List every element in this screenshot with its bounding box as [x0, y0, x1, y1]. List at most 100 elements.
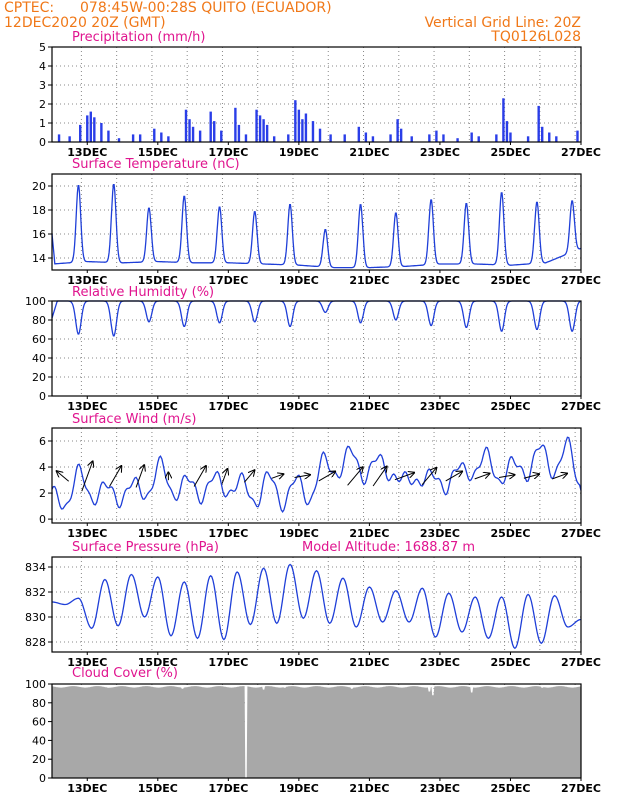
precipitation-bar: [318, 128, 322, 142]
precipitation-panel-date-label: 19DEC: [279, 146, 319, 159]
precipitation-bar: [79, 124, 82, 142]
wind-title: Surface Wind (m/s): [72, 412, 196, 427]
wind-vector-arrow: [347, 467, 363, 486]
pressure-panel-date-label: 21DEC: [349, 656, 389, 669]
precipitation-bar: [399, 128, 403, 142]
wind-panel-date-label: 17DEC: [208, 527, 248, 540]
precipitation-bar: [68, 136, 71, 142]
humidity-title: Relative Humidity (%): [72, 285, 214, 300]
pressure-panel-date-label: 27DEC: [561, 656, 601, 669]
precipitation-bar: [265, 124, 269, 142]
cloud-title: Cloud Cover (%): [72, 666, 178, 681]
precipitation-bar: [329, 134, 332, 142]
pressure-panel-date-label: 23DEC: [420, 656, 460, 669]
pressure-panel: 828 830 832 834 13DEC 15DEC 17DEC 19DEC 21DEC 23D…: [25, 556, 601, 669]
temperature-panel-ytick-label: 14: [32, 252, 46, 265]
wind-vector-arrow: [318, 471, 336, 482]
precipitation-bar: [364, 132, 368, 142]
precipitation-bar: [502, 98, 505, 142]
precipitation-panel-ytick-label: 3: [39, 79, 46, 92]
wind-panel-date-label: 23DEC: [420, 527, 460, 540]
precipitation-bar: [477, 136, 480, 142]
wind-panel-ytick-label: 6: [39, 435, 46, 448]
precipitation-panel-ytick-label: 1: [39, 117, 46, 130]
humidity-panel-date-label: 25DEC: [490, 400, 530, 413]
wind-panel-ytick-label: 2: [39, 487, 46, 500]
precipitation-bar: [89, 111, 92, 142]
precipitation-bar: [86, 115, 89, 142]
humidity-panel: 0 20 40 60 80 100 13DEC 15DEC 17DEC 19DEC 21DEC 23D…: [25, 295, 601, 413]
precipitation-bar: [191, 126, 195, 142]
temperature-panel-date-label: 21DEC: [349, 274, 389, 287]
humidity-panel-ytick-label: 100: [25, 295, 46, 308]
precipitation-bar: [234, 107, 237, 142]
wind-panel-date-label: 27DEC: [561, 527, 601, 540]
precipitation-bar: [357, 126, 361, 142]
humidity-panel-ytick-label: 40: [32, 352, 46, 365]
temperature-panel-date-label: 25DEC: [490, 274, 530, 287]
precipitation-bar: [311, 121, 315, 142]
header-source: CPTEC:: [4, 0, 54, 16]
precipitation-panel-frame: [51, 46, 582, 143]
precipitation-bar: [456, 138, 459, 142]
humidity-panel-date-label: 23DEC: [420, 400, 460, 413]
cloud-panel-date-label: 21DEC: [349, 782, 389, 795]
precipitation-panel-date-label: 17DEC: [208, 146, 248, 159]
humidity-panel-date-label: 27DEC: [561, 400, 601, 413]
temperature-panel-date-label: 27DEC: [561, 274, 601, 287]
temperature-panel-date-label: 15DEC: [138, 274, 178, 287]
precipitation-bar: [428, 134, 431, 142]
wind-panel-date-label: 13DEC: [67, 527, 107, 540]
cloud-area: [52, 686, 581, 778]
humidity-panel-date-label: 15DEC: [138, 400, 178, 413]
precipitation-bar: [389, 134, 392, 142]
header-code: TQ0126L028: [490, 29, 581, 45]
temperature-panel-date-label: 13DEC: [67, 274, 107, 287]
temperature-panel-date-label: 17DEC: [208, 274, 248, 287]
precipitation-panel-ytick-label: 2: [39, 98, 46, 111]
humidity-panel-ytick-label: 80: [32, 314, 46, 327]
cloud-panel-ytick-label: 40: [32, 734, 46, 747]
cloud-panel-date-label: 17DEC: [208, 782, 248, 795]
pressure-panel-ytick-label: 834: [25, 561, 46, 574]
wind-vector-arrow: [474, 473, 490, 480]
precipitation-bar: [509, 132, 512, 142]
precipitation-bar: [131, 134, 135, 142]
pressure-panel-date-label: 17DEC: [208, 656, 248, 669]
precipitation-panel-date-label: 25DEC: [490, 146, 530, 159]
pressure-panel-date-label: 25DEC: [490, 656, 530, 669]
precipitation-bar: [57, 134, 61, 142]
precipitation-bar: [237, 124, 241, 142]
temperature-panel-date-label: 23DEC: [420, 274, 460, 287]
wind-vector-arrow: [56, 471, 70, 482]
wind-speed-line: [51, 436, 582, 514]
wind-vector-arrow: [523, 474, 539, 478]
header-location: 078:45W-00:28S QUITO (ECUADOR): [80, 0, 332, 16]
temperature-panel-ytick-label: 16: [32, 228, 46, 241]
precipitation-bar: [396, 119, 399, 142]
cloud-panel-ytick-label: 80: [32, 697, 46, 710]
precipitation-bar: [304, 113, 308, 142]
precipitation-panel-date-label: 23DEC: [420, 146, 460, 159]
precipitation-panel-ytick-label: 0: [39, 136, 46, 149]
temperature-panel-ytick-label: 20: [32, 180, 46, 193]
pressure-panel-ytick-label: 832: [25, 586, 46, 599]
header-grid-note: Vertical Grid Line: 20Z: [425, 15, 581, 31]
precipitation-bar: [526, 136, 530, 142]
precipitation-bar: [262, 119, 265, 142]
precipitation-bar: [258, 115, 262, 142]
precipitation-panel: 0 1 2 3 4 5 13DEC 15DEC 17DEC 19DEC 21DEC 23DEC 25DE…: [39, 41, 601, 159]
precipitation-bar: [470, 132, 473, 142]
pressure-panel-date-label: 15DEC: [138, 656, 178, 669]
precipitation-bar: [435, 130, 438, 142]
wind-vector-arrow: [243, 470, 254, 483]
precipitation-panel-ytick-label: 5: [39, 41, 46, 54]
pressure-title: Surface Pressure (hPa): [72, 540, 219, 555]
cloud-panel-date-label: 25DEC: [490, 782, 530, 795]
cloud-panel-frame: [51, 683, 582, 779]
header-run: 12DEC2020 20Z (GMT): [4, 15, 166, 31]
wind-vector-arrow: [394, 473, 415, 481]
humidity-panel-ytick-label: 0: [39, 390, 46, 403]
precipitation-bar: [138, 134, 142, 142]
wind-vector-arrow: [421, 468, 436, 486]
